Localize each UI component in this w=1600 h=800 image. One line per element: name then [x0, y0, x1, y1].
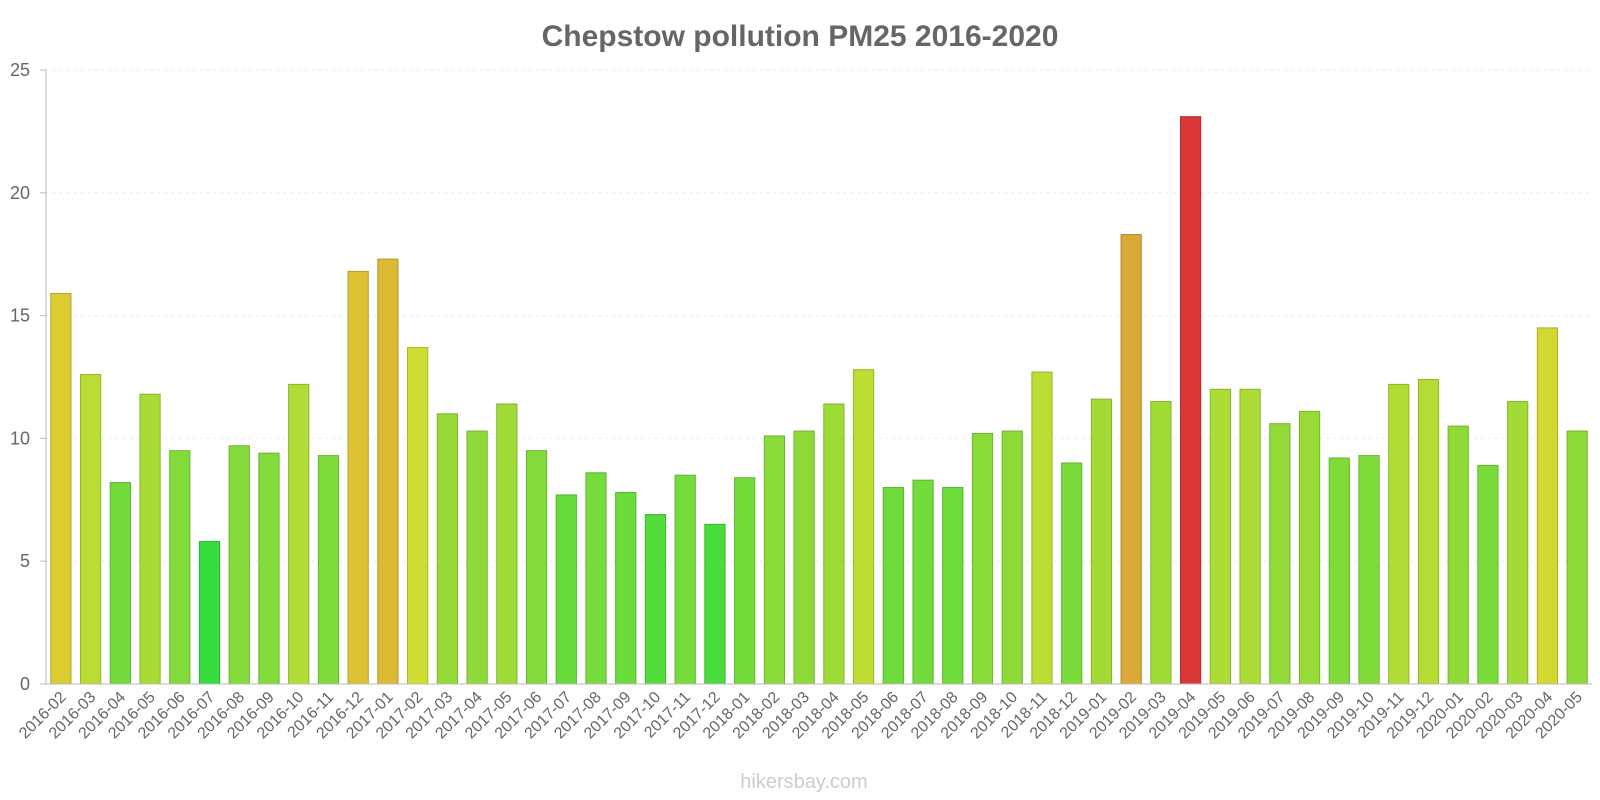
- bar-2018-06: [882, 487, 904, 685]
- bar-2019-06: [1239, 388, 1261, 685]
- bar-2019-08: [1298, 410, 1321, 685]
- bar-2017-03: [436, 413, 458, 685]
- bar-2018-03: [793, 430, 815, 685]
- bar-2017-06: [525, 450, 548, 685]
- bar-2020-04: [1536, 327, 1559, 685]
- y-tick-label: 10: [10, 428, 30, 448]
- y-tick-label: 5: [20, 551, 30, 571]
- bar-2017-04: [466, 430, 488, 685]
- bar-2016-09: [258, 452, 280, 685]
- bar-2018-01: [734, 477, 756, 685]
- bar-2016-12: [347, 270, 369, 685]
- bar-2019-10: [1358, 455, 1380, 685]
- bar-2019-03: [1150, 401, 1172, 685]
- bar-2018-05: [852, 369, 875, 685]
- y-tick-label: 25: [10, 60, 30, 80]
- bar-2017-11: [674, 474, 696, 685]
- bars: [50, 116, 1588, 685]
- bar-2019-12: [1417, 378, 1440, 685]
- bar-2020-03: [1507, 401, 1529, 685]
- bar-2020-01: [1447, 425, 1469, 685]
- bar-2018-07: [912, 479, 934, 685]
- bar-2016-08: [228, 445, 250, 685]
- bar-2016-06: [169, 450, 191, 685]
- bar-2018-10: [1001, 430, 1023, 685]
- y-tick-label: 0: [20, 674, 30, 694]
- bar-2016-11: [317, 455, 340, 685]
- bar-2017-02: [407, 347, 429, 685]
- bar-2018-12: [1061, 462, 1083, 685]
- bar-2017-10: [644, 514, 667, 685]
- bar-2019-05: [1209, 388, 1231, 685]
- bar-2017-09: [615, 491, 637, 685]
- bar-2019-01: [1090, 398, 1113, 685]
- bar-2018-02: [763, 435, 786, 685]
- bar-2018-08: [942, 487, 964, 685]
- bar-2018-11: [1031, 371, 1053, 685]
- y-axis: 0 5 10 15 20 25: [10, 60, 47, 694]
- bar-2016-10: [288, 383, 310, 685]
- bar-2017-05: [496, 403, 518, 685]
- bar-2019-04: [1180, 116, 1202, 685]
- bar-2016-04: [109, 482, 131, 685]
- bar-2017-01: [377, 258, 399, 685]
- bar-2018-09: [971, 432, 994, 685]
- y-tick-label: 20: [10, 183, 30, 203]
- bar-2016-05: [139, 393, 161, 685]
- bar-2019-07: [1269, 423, 1291, 685]
- bar-2020-02: [1477, 464, 1499, 685]
- bar-2019-02: [1120, 234, 1142, 685]
- watermark: hikersbay.com: [740, 771, 867, 793]
- bar-2016-03: [79, 374, 102, 685]
- x-axis: 2016-022016-032016-042016-052016-062016-…: [16, 683, 1592, 742]
- bar-2018-04: [823, 403, 845, 685]
- y-tick-label: 15: [10, 306, 30, 326]
- bar-2019-11: [1388, 383, 1410, 685]
- bar-2017-12: [704, 523, 726, 685]
- bar-2017-07: [555, 494, 577, 685]
- bar-2016-07: [198, 541, 221, 685]
- bar-2016-02: [50, 293, 72, 685]
- bar-2020-05: [1566, 430, 1588, 685]
- chart-title: Chepstow pollution PM25 2016-2020: [542, 20, 1059, 53]
- bar-2017-08: [585, 472, 607, 685]
- bar-2019-09: [1328, 457, 1350, 685]
